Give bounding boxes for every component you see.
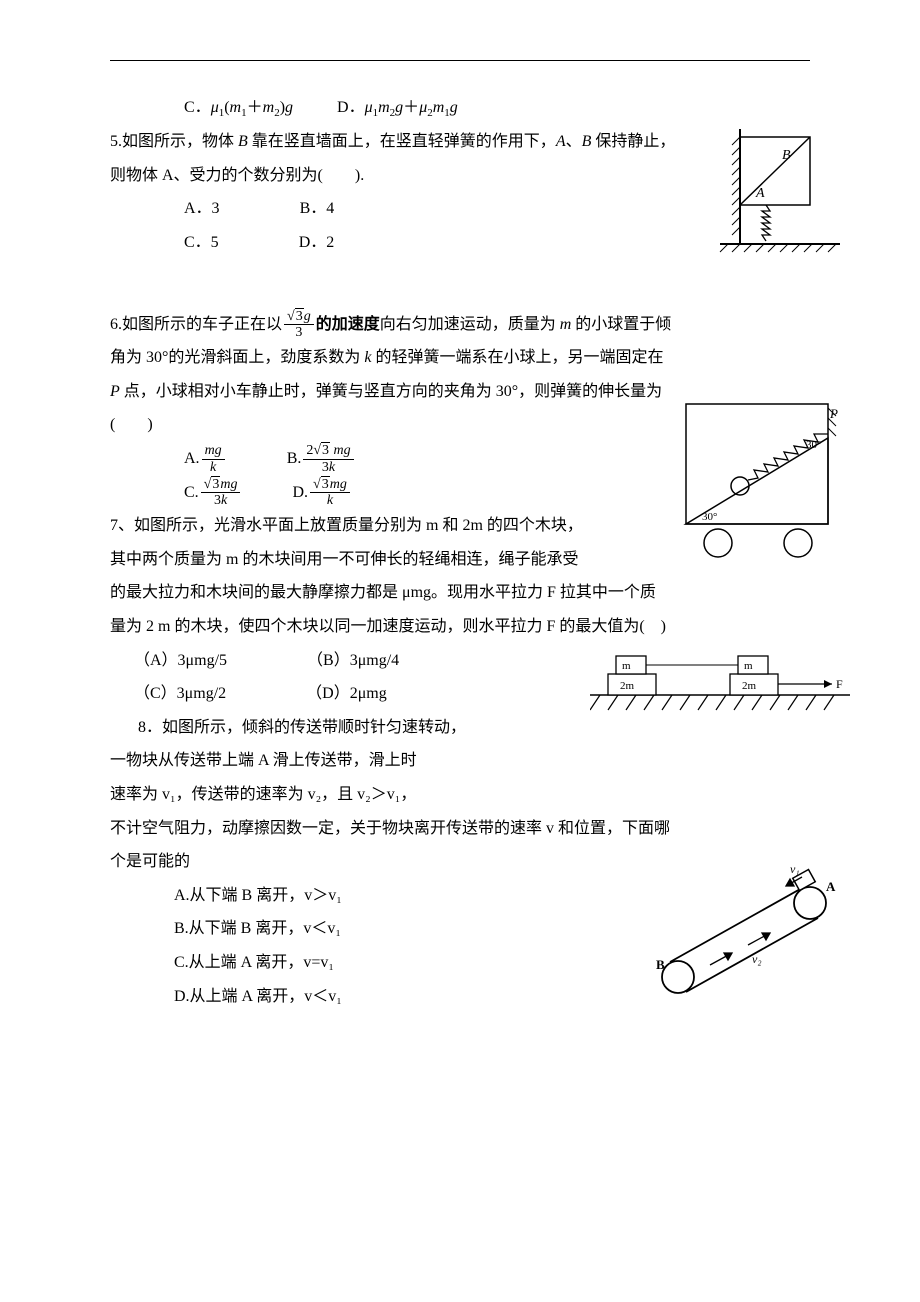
q8-block: 个是可能的 A.从下端 B 离开，v＞v₁ B.从下端 B 离开，v＜v₁ C.… <box>110 845 810 1013</box>
q6-opt-d: D.3mgk <box>292 476 351 510</box>
q8-figure: B A v₁ v₂ <box>640 867 850 1017</box>
q5-figure: B A <box>710 129 850 269</box>
q7-opt-d: （D）2μmg <box>306 677 387 711</box>
q6-stem-1-post: 向右匀加速运动，质量为 m 的小球置于倾 <box>380 316 672 333</box>
q7-fig-f: F <box>836 677 843 691</box>
q8-stem-3: 速率为 v₁，传送带的速率为 v₂，且 v₂＞v₁， <box>110 778 810 812</box>
q7-opt-b: （B）3μmg/4 <box>307 644 399 678</box>
q8-fig-b: B <box>656 957 665 972</box>
q7-opt-c: （C）3μmg/2 <box>134 677 226 711</box>
q6-opt-b: B.23 mg3k <box>287 442 356 476</box>
q8-stem-2: 一物块从传送带上端 A 滑上传送带，滑上时 <box>110 744 810 778</box>
q5-opt-d: D．2 <box>299 226 335 260</box>
q4-opt-c: C．μ1(m1＋m2)g <box>184 91 293 125</box>
top-rule <box>110 60 810 61</box>
q7-fig-2m1: 2m <box>620 680 635 692</box>
q6-fig-ang1: 30° <box>806 439 821 451</box>
q7-fig-m1: m <box>622 660 631 672</box>
q6-opt-a: A.mgk <box>184 442 227 476</box>
q6-block: ( ) A.mgk B.23 mg3k C.3mg3k D.3mgk P 30°… <box>110 408 810 509</box>
q7-fig-m2: m <box>744 660 753 672</box>
q5-fig-label-b: B <box>782 148 791 163</box>
q5-stem-2: 则物体 A、受力的个数分别为( ). <box>110 159 810 193</box>
q6-stem-1: 6.如图所示的车子正在以3g3的加速度向右匀加速运动，质量为 m 的小球置于倾 <box>110 308 810 342</box>
q5-options-row2: C．5 D．2 <box>110 226 810 260</box>
q5-fig-label-a: A <box>755 186 765 201</box>
q6-fig-label-p: P <box>829 406 838 421</box>
q4-opt-d: D．μ1m2g＋μ2m1g <box>337 91 458 125</box>
q5-opt-b: B．4 <box>300 192 335 226</box>
q7-fig-2m2: 2m <box>742 680 757 692</box>
spacer-1 <box>110 260 810 308</box>
q5-stem-1: 5.如图所示，物体 B 靠在竖直墙面上，在竖直轻弹簧的作用下，A、B 保持静止， <box>110 125 810 159</box>
q8-stem-4: 不计空气阻力，动摩擦因数一定，关于物块离开传送带的速率 v 和位置，下面哪 <box>110 812 810 846</box>
q6-stem-1-pre: 6.如图所示的车子正在以 <box>110 316 282 333</box>
q7-opt-a: （A）3μmg/5 <box>134 644 227 678</box>
q4-options-row: C．μ1(m1＋m2)g D．μ1m2g＋μ2m1g <box>110 91 810 125</box>
q5-options-row1: A．3 B．4 <box>110 192 810 226</box>
q6-opt-c: C.3mg3k <box>184 476 242 510</box>
page-root: C．μ1(m1＋m2)g D．μ1m2g＋μ2m1g 5.如图所示，物体 B 靠… <box>0 0 920 1302</box>
q8-fig-v2: v₂ <box>752 952 762 966</box>
q8-fig-v1: v₁ <box>790 867 800 876</box>
q6-accel-frac: 3g3 <box>282 309 316 341</box>
q7-options-block: （A）3μmg/5 （B）3μmg/4 （C）3μmg/2 （D）2μmg <box>110 644 810 711</box>
q7-stem-1: 7、如图所示，光滑水平面上放置质量分别为 m 和 2m 的四个木块， <box>110 509 810 543</box>
q8-fig-a: A <box>826 879 836 894</box>
q7-stem-4: 量为 2 m 的木块，使四个木块以同一加速度运动，则水平拉力 F 的最大值为( … <box>110 610 810 644</box>
q5-opt-a: A．3 <box>184 192 220 226</box>
q7-stem-3: 的最大拉力和木块间的最大静摩擦力都是 μmg。现用水平拉力 F 拉其中一个质 <box>110 576 810 610</box>
q7-block: 7、如图所示，光滑水平面上放置质量分别为 m 和 2m 的四个木块， 其中两个质… <box>110 509 810 576</box>
q6-stem-2: 角为 30°的光滑斜面上，劲度系数为 k 的轻弹簧一端系在小球上，另一端固定在 <box>110 341 810 375</box>
q5-opt-c: C．5 <box>184 226 219 260</box>
q7-figure: m m 2m 2m F <box>590 640 850 720</box>
q5-block: 5.如图所示，物体 B 靠在竖直墙面上，在竖直轻弹簧的作用下，A、B 保持静止，… <box>110 125 810 259</box>
q7-stem-2: 其中两个质量为 m 的木块间用一不可伸长的轻绳相连，绳子能承受 <box>110 543 810 577</box>
